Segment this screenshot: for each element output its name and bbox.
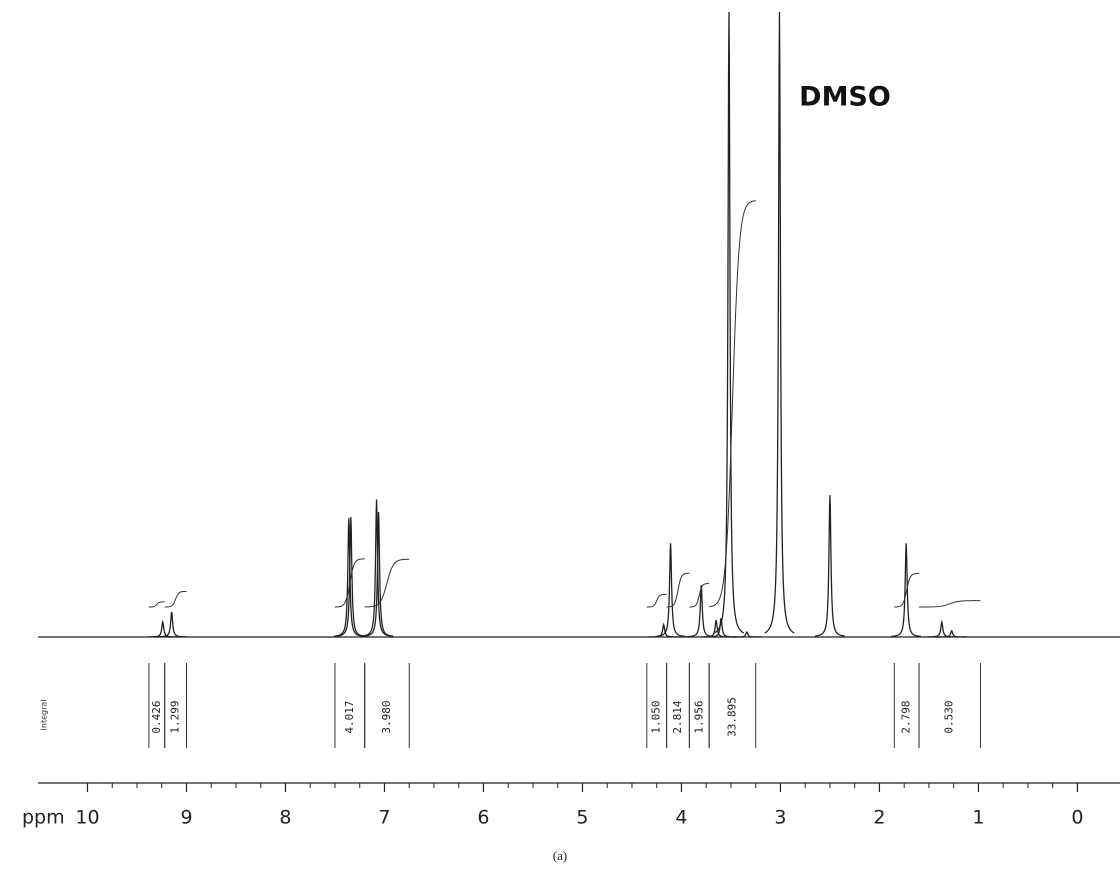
x-tick-label: 0	[1071, 807, 1083, 829]
peak	[936, 629, 967, 638]
integral-curve	[689, 583, 710, 608]
peak	[891, 543, 922, 638]
x-tick-label: 9	[180, 807, 192, 829]
integral-label: 3.980	[380, 700, 393, 733]
integral-label: 4.017	[343, 700, 356, 733]
peak	[706, 618, 736, 638]
integral-label: 1.956	[692, 700, 705, 733]
integral-curve	[894, 572, 920, 608]
integral-curve	[164, 590, 187, 608]
integral-curve	[334, 558, 365, 608]
integral-curve	[919, 600, 981, 608]
peak	[764, 11, 795, 634]
integral-curve	[666, 572, 690, 608]
peak	[655, 543, 686, 638]
integral-title: Integral	[40, 700, 49, 731]
x-tick-label: 8	[279, 807, 291, 829]
integral-label: 2.814	[671, 700, 684, 733]
x-tick-label: 10	[75, 807, 99, 829]
annotation: DMSO	[799, 82, 891, 113]
peak	[363, 511, 394, 637]
peak	[713, 11, 745, 634]
integral-label: 1.050	[650, 700, 663, 733]
peak	[701, 619, 731, 638]
x-tick-label: 7	[378, 807, 390, 829]
integral-label: 2.798	[900, 700, 913, 733]
integral-curve	[646, 593, 667, 608]
x-tick-label: 2	[873, 807, 885, 829]
peak	[335, 516, 366, 637]
x-axis-label: ppm	[22, 807, 65, 829]
x-tick-label: 3	[774, 807, 786, 829]
peak	[361, 499, 392, 637]
integral-label: 0.530	[943, 700, 956, 733]
integral-label: 1.299	[169, 700, 182, 733]
peak	[333, 518, 364, 637]
peak	[731, 630, 762, 638]
peak	[815, 495, 845, 637]
peak	[156, 611, 187, 638]
x-tick-label: 5	[576, 807, 588, 829]
peak	[926, 619, 957, 638]
integral-curve	[148, 601, 165, 608]
peak	[648, 622, 679, 638]
integral-curve	[709, 200, 756, 608]
x-tick-label: 6	[477, 807, 489, 829]
peak	[686, 585, 717, 638]
x-tick-label: 1	[972, 807, 984, 829]
x-tick-label: 4	[675, 807, 687, 829]
integral-curve	[364, 558, 410, 608]
integral-label: 0.426	[150, 700, 163, 733]
caption: (a)	[553, 848, 567, 863]
integral-label: 33.895	[725, 697, 738, 737]
peak	[147, 619, 178, 638]
